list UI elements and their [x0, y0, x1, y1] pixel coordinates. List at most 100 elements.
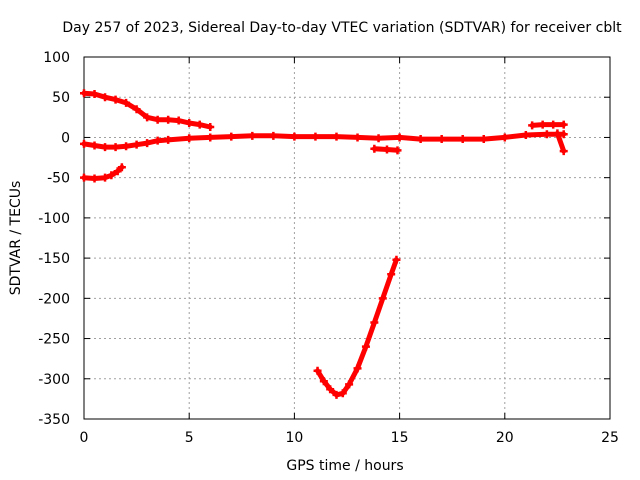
series-track-dip	[313, 255, 401, 399]
data-point	[387, 270, 396, 279]
data-point	[269, 131, 278, 140]
y-tick-label: -300	[38, 372, 70, 388]
data-point	[542, 130, 551, 139]
data-point	[117, 163, 126, 172]
x-tick-label: 25	[601, 430, 619, 446]
data-point	[113, 167, 122, 176]
y-tick-label: -50	[47, 171, 70, 187]
data-point	[393, 146, 402, 155]
data-point	[185, 134, 194, 143]
data-point	[90, 141, 99, 150]
x-tick-label: 10	[285, 430, 303, 446]
data-point	[559, 120, 568, 129]
y-tick-label: -150	[38, 251, 70, 267]
chart-title: Day 257 of 2023, Sidereal Day-to-day VTE…	[62, 20, 622, 36]
data-point	[101, 93, 110, 102]
x-tick-label: 0	[80, 430, 89, 446]
series-line	[81, 131, 567, 150]
data-point	[111, 95, 120, 104]
x-tick-label: 15	[391, 430, 409, 446]
series-track-late-c	[553, 129, 568, 156]
series-track-late-b	[528, 120, 568, 130]
data-point	[107, 171, 116, 180]
data-point	[361, 342, 370, 351]
data-point	[437, 135, 446, 144]
series-line	[315, 257, 399, 398]
data-point	[528, 121, 537, 130]
data-point	[338, 389, 347, 398]
data-point	[80, 173, 88, 182]
data-point	[90, 174, 99, 183]
data-point	[553, 129, 562, 138]
y-tick-label: 50	[52, 90, 70, 106]
data-point	[153, 136, 162, 145]
series-track-main	[80, 130, 568, 152]
plot-frame	[83, 56, 611, 420]
series-line	[529, 122, 567, 128]
y-tick-label: -200	[38, 291, 70, 307]
data-point	[80, 139, 88, 148]
data-point	[500, 133, 509, 142]
data-point	[122, 98, 131, 107]
data-point	[174, 116, 183, 125]
data-point	[164, 115, 173, 124]
data-point	[326, 385, 335, 394]
y-tick-label: -250	[38, 332, 70, 348]
series-group	[80, 89, 568, 399]
data-point	[382, 145, 391, 154]
data-point	[132, 105, 141, 114]
data-point	[378, 294, 387, 303]
data-point	[353, 364, 362, 373]
data-point	[80, 89, 88, 98]
data-point	[395, 133, 404, 142]
data-point	[549, 120, 558, 129]
data-point	[392, 255, 401, 264]
x-axis-label: GPS time / hours	[286, 458, 403, 474]
data-point	[111, 143, 120, 152]
data-point	[227, 132, 236, 141]
data-point	[195, 120, 204, 129]
data-point	[101, 143, 110, 152]
data-point	[153, 115, 162, 124]
data-point	[458, 135, 467, 144]
y-tick-label: -350	[38, 412, 70, 428]
y-tick-label: -100	[38, 211, 70, 227]
data-point	[319, 377, 328, 386]
data-point	[311, 132, 320, 141]
data-point	[416, 135, 425, 144]
series-track-lower	[80, 163, 126, 183]
data-point	[122, 142, 131, 151]
data-point	[313, 366, 322, 375]
data-point	[374, 134, 383, 143]
data-point	[143, 113, 152, 122]
data-point	[185, 118, 194, 127]
data-point	[206, 133, 215, 142]
data-point	[370, 144, 379, 153]
data-point	[206, 122, 215, 131]
x-tick-label: 5	[185, 430, 194, 446]
data-point	[90, 90, 99, 99]
data-point	[332, 390, 341, 399]
data-point	[164, 135, 173, 144]
data-point	[290, 132, 299, 141]
y-tick-label: 0	[61, 130, 70, 146]
y-axis-label: SDTVAR / TECUs	[8, 181, 24, 296]
data-point	[248, 131, 257, 140]
data-point	[345, 380, 354, 389]
x-tick-label: 20	[496, 430, 514, 446]
data-point	[370, 318, 379, 327]
series-track-upper	[80, 89, 215, 131]
data-point	[101, 173, 110, 182]
grid	[84, 57, 610, 419]
data-point	[538, 120, 547, 129]
data-point	[521, 131, 530, 140]
axis-ticks: 0 5 10 15 20 25 100 50 0 -50 -100 -150 -200 -250 -300 -…	[38, 50, 619, 446]
data-point	[559, 147, 568, 156]
data-point	[353, 133, 362, 142]
data-point	[332, 132, 341, 141]
data-point	[479, 135, 488, 144]
y-tick-label: 100	[43, 50, 70, 66]
series-track-late-a	[370, 144, 402, 155]
data-point	[132, 140, 141, 149]
